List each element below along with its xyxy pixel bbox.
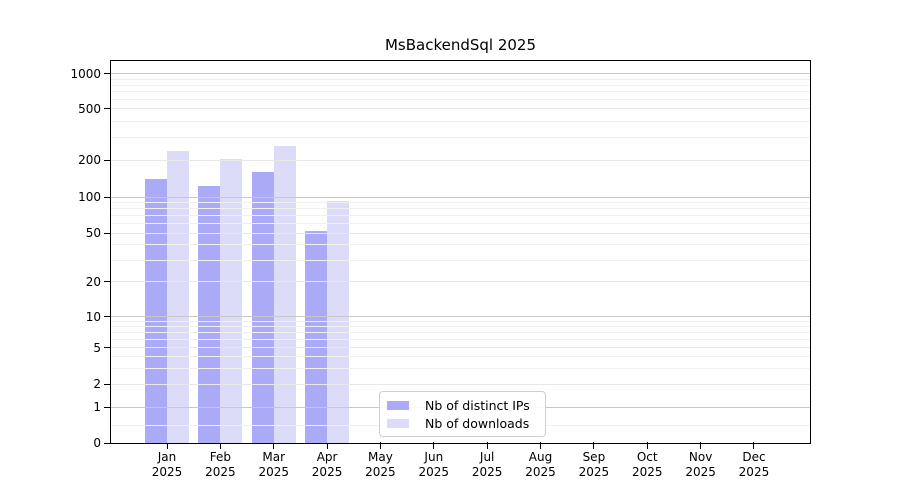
bar-jan-distinct-ips [145, 179, 167, 443]
gridline [111, 355, 810, 357]
x-axis-tick-label: Dec 2025 [738, 450, 770, 479]
x-axis-tick-label: Aug 2025 [525, 450, 556, 479]
x-axis-tick-label: Jan 2025 [151, 450, 183, 479]
x-axis-tick-label: May 2025 [365, 450, 396, 479]
y-axis-tick-label: 20 [85, 274, 101, 289]
y-axis-tick-label: 5 [93, 340, 101, 355]
x-axis-tick-label: Feb 2025 [205, 450, 236, 479]
y-axis-tick [104, 442, 110, 444]
gridline [111, 347, 810, 348]
x-axis-tick [753, 442, 755, 449]
x-axis-tick [486, 442, 488, 449]
y-axis-tick [104, 232, 110, 234]
x-axis-tick [593, 442, 595, 449]
gridline [111, 259, 810, 261]
gridline [111, 232, 810, 234]
y-axis-tick [104, 73, 110, 75]
x-axis-tick-label: Oct 2025 [631, 450, 663, 479]
y-axis-tick-label: 2 [93, 377, 101, 392]
x-axis-tick [646, 442, 648, 449]
y-axis-tick-label: 200 [78, 153, 101, 168]
x-axis-tick-label: Jul 2025 [471, 450, 503, 479]
gridline [111, 244, 810, 246]
y-axis-tick [104, 196, 110, 198]
x-axis-tick-label: Apr 2025 [311, 450, 343, 479]
x-axis-tick-label: Jun 2025 [418, 450, 450, 479]
plot-area: Nb of distinct IPs Nb of downloads 0 1 2 5 1… [70, 60, 811, 479]
x-axis-tick [273, 442, 275, 449]
y-axis-tick-label: 1 [93, 400, 101, 415]
gridline [111, 215, 810, 217]
bar-mar-distinct-ips [251, 171, 274, 443]
bar-mar-downloads [273, 145, 296, 443]
legend: Nb of distinct IPs Nb of downloads [379, 391, 546, 437]
gridline [111, 91, 810, 93]
chart-title: MsBackendSql 2025 [384, 36, 537, 54]
y-axis-tick-label: 1000 [70, 66, 101, 81]
legend-swatch-distinct-ips-icon [387, 400, 409, 410]
gridline [111, 326, 810, 328]
x-axis-tick [326, 442, 328, 449]
gridline [111, 223, 810, 225]
gridline [111, 159, 810, 161]
y-axis-tick-label: 10 [85, 309, 101, 324]
legend-item: Nb of downloads [387, 414, 537, 432]
gridline [111, 208, 810, 210]
y-axis-tick-label: 0 [93, 436, 101, 450]
gridline [111, 108, 810, 110]
x-axis-tick [219, 442, 221, 449]
legend-swatch-downloads-icon [387, 418, 409, 428]
y-axis-tick-label: 100 [78, 190, 101, 205]
gridline [111, 320, 810, 322]
y-axis-tick [104, 406, 110, 408]
x-axis-tick-label: Sep 2025 [578, 450, 610, 479]
gridline [111, 137, 810, 139]
bar-feb-distinct-ips [198, 186, 221, 443]
legend-label-distinct-ips: Nb of distinct IPs [425, 397, 530, 413]
x-axis-tick [433, 442, 435, 449]
gridline [111, 281, 810, 283]
gridline [111, 196, 810, 198]
gridline [111, 202, 810, 204]
gridline [111, 120, 810, 122]
gridline [111, 84, 810, 86]
gridline [111, 73, 810, 75]
gridline [111, 78, 810, 80]
y-axis-tick [104, 108, 110, 110]
y-axis-tick [104, 347, 110, 348]
gridline [111, 383, 810, 385]
bar-apr-downloads [327, 201, 350, 443]
bar-apr-distinct-ips [305, 231, 328, 443]
gridline [111, 367, 810, 369]
x-axis-tick [379, 442, 381, 449]
y-axis-tick [104, 316, 110, 318]
legend-label-downloads: Nb of downloads [425, 415, 530, 431]
y-axis-tick [104, 383, 110, 385]
y-axis-tick-label: 50 [85, 226, 101, 241]
x-axis-tick [166, 442, 168, 449]
gridline [111, 316, 810, 318]
x-axis-tick-label: Nov 2025 [685, 450, 716, 479]
gridline [111, 338, 810, 340]
x-axis-tick [540, 442, 542, 449]
gridline [111, 99, 810, 101]
y-axis-tick [104, 159, 110, 161]
y-axis-tick-label: 500 [78, 101, 101, 116]
bar-jan-downloads [167, 151, 189, 443]
gridline [111, 332, 810, 334]
y-axis-tick [104, 281, 110, 283]
legend-item: Nb of distinct IPs [387, 396, 537, 414]
bar-feb-downloads [220, 158, 243, 443]
x-axis-tick [700, 442, 702, 449]
x-axis-tick-label: Mar 2025 [258, 450, 289, 479]
